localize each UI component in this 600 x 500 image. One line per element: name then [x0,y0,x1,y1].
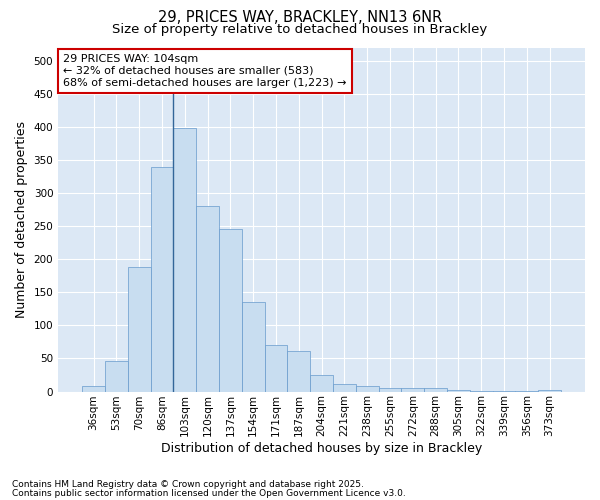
Bar [333,384,356,392]
Text: Contains public sector information licensed under the Open Government Licence v3: Contains public sector information licen… [12,488,406,498]
Bar [424,388,447,392]
Bar [356,386,379,392]
Bar [538,390,561,392]
Text: 29, PRICES WAY, BRACKLEY, NN13 6NR: 29, PRICES WAY, BRACKLEY, NN13 6NR [158,10,442,25]
Bar [242,302,265,392]
Bar [310,375,333,392]
Bar [105,361,128,392]
Bar [515,391,538,392]
Bar [287,351,310,392]
Text: 29 PRICES WAY: 104sqm
← 32% of detached houses are smaller (583)
68% of semi-det: 29 PRICES WAY: 104sqm ← 32% of detached … [64,54,347,88]
Bar [447,390,470,392]
Bar [173,128,196,392]
Bar [379,388,401,392]
Text: Contains HM Land Registry data © Crown copyright and database right 2025.: Contains HM Land Registry data © Crown c… [12,480,364,489]
Bar [470,391,493,392]
Bar [265,345,287,392]
Text: Size of property relative to detached houses in Brackley: Size of property relative to detached ho… [112,22,488,36]
Bar [82,386,105,392]
Bar [493,391,515,392]
Bar [196,206,219,392]
Bar [151,166,173,392]
Bar [128,267,151,392]
Bar [219,229,242,392]
Bar [401,388,424,392]
X-axis label: Distribution of detached houses by size in Brackley: Distribution of detached houses by size … [161,442,482,455]
Y-axis label: Number of detached properties: Number of detached properties [15,121,28,318]
